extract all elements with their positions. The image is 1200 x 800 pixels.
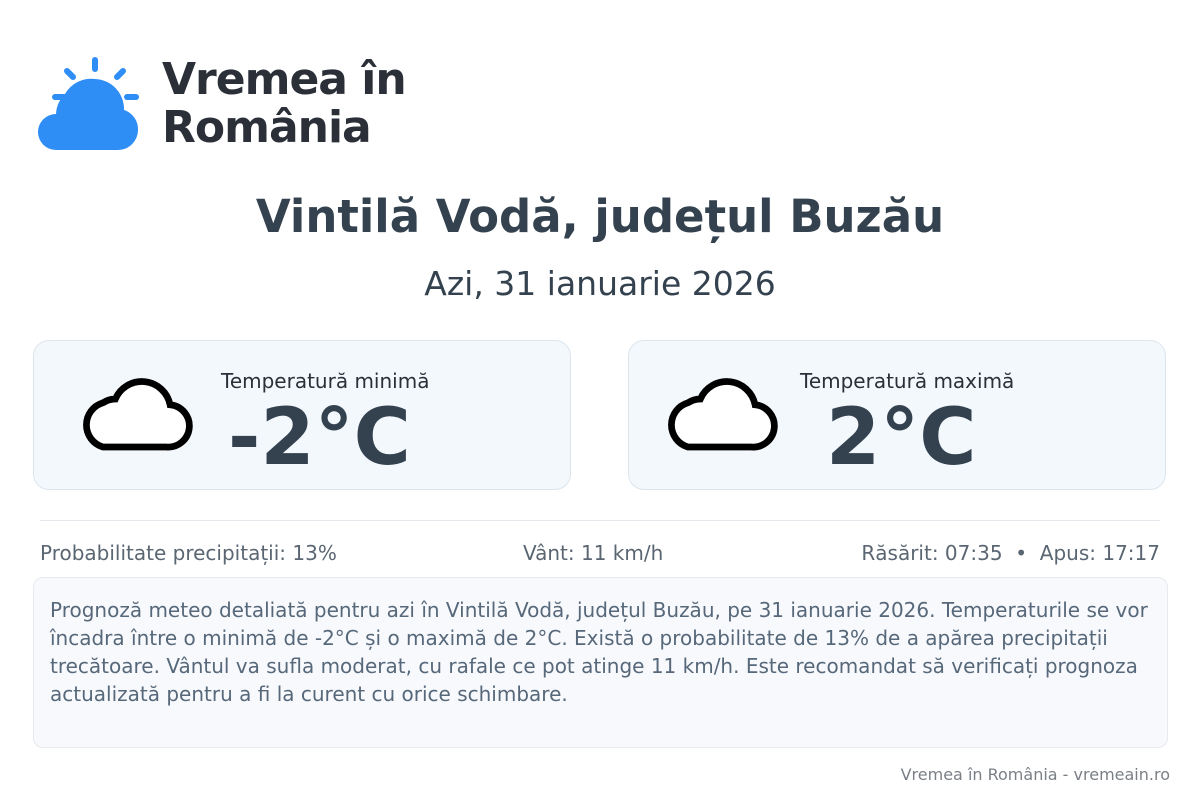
min-temp-label: Temperatură minimă	[221, 369, 430, 393]
max-temp-label: Temperatură maximă	[800, 369, 1015, 393]
brand-line-2: România	[162, 102, 372, 153]
sun-cloud-icon	[38, 57, 139, 150]
cloud-icon	[83, 378, 193, 451]
wind-stat: Vânt: 11 km/h	[523, 541, 664, 565]
min-temp-card: Temperatură minimă -2°C	[33, 340, 571, 490]
date-subtitle: Azi, 31 ianuarie 2026	[424, 264, 776, 303]
cloud-icon	[668, 378, 778, 451]
max-temp-card: Temperatură maximă 2°C	[628, 340, 1166, 490]
max-temp-value: 2°C	[826, 393, 977, 483]
min-temp-value: -2°C	[228, 393, 411, 483]
footer: Vremea în România - vremeain.ro	[900, 765, 1170, 784]
divider	[40, 520, 1160, 521]
logo: Vremea în România	[36, 54, 407, 153]
brand-name: Vremea în România	[162, 54, 407, 153]
page-title: Vintilă Vodă, județul Buzău	[255, 190, 945, 243]
precipitation-stat: Probabilitate precipitații: 13%	[40, 541, 337, 565]
brand-line-1: Vremea în	[162, 54, 407, 105]
forecast-description: Prognoză meteo detaliată pentru azi în V…	[33, 577, 1168, 748]
sun-stat: Răsărit: 07:35 • Apus: 17:17	[861, 541, 1160, 565]
